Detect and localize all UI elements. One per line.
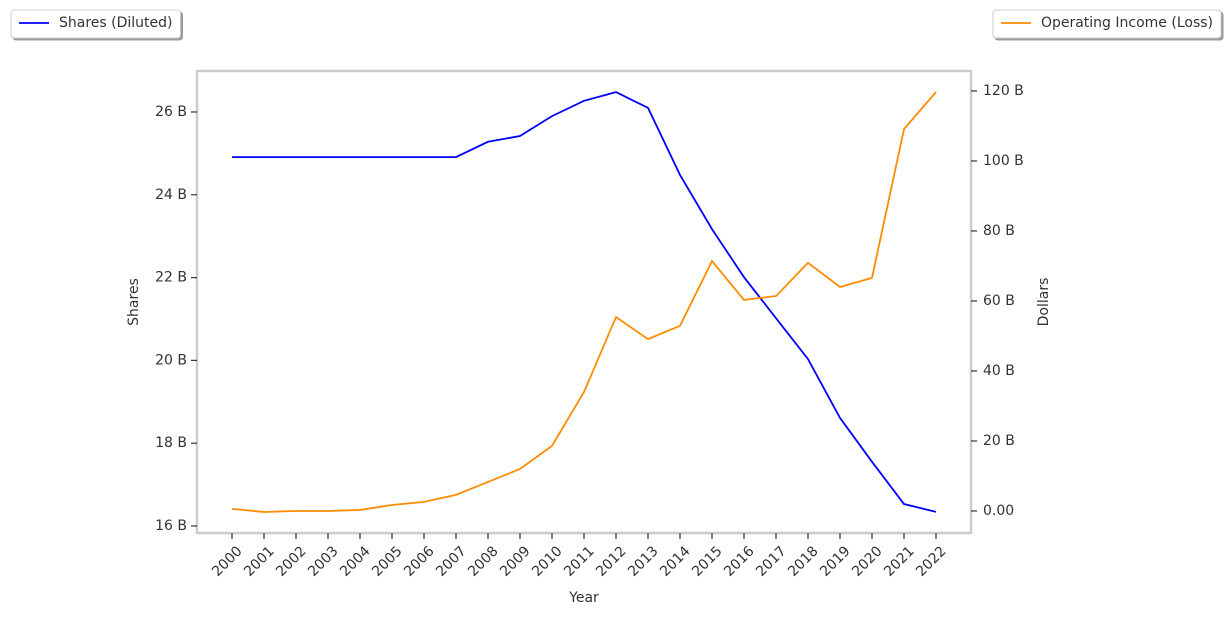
x-tick-label: 2003: [305, 543, 342, 580]
y2-tick-label: 100 B: [983, 153, 1024, 169]
x-tick-label: 2022: [913, 543, 950, 580]
x-tick-label: 2013: [625, 543, 662, 580]
x-tick-label: 2009: [497, 543, 534, 580]
series-line: [231, 91, 937, 513]
y2-tick-label: 40 B: [983, 363, 1015, 379]
x-tick-label: 2000: [209, 543, 246, 580]
x-tick-label: 2021: [881, 543, 918, 580]
x-tick-label: 2016: [721, 543, 758, 580]
legend: Operating Income (Loss): [992, 9, 1222, 39]
x-tick-label: 2007: [433, 543, 470, 580]
legend: Shares (Diluted): [10, 9, 181, 39]
y2-tick-label: 20 B: [983, 433, 1015, 449]
legend-label: Shares (Diluted): [59, 15, 173, 31]
x-tick-label: 2014: [657, 543, 694, 580]
x-tick-label: 2019: [817, 543, 854, 580]
y-tick-label: 22 B: [155, 270, 187, 286]
x-axis-label: Year: [568, 590, 599, 606]
x-tick-label: 2008: [465, 543, 502, 580]
x-tick-label: 2002: [273, 543, 310, 580]
y-tick-label: 24 B: [155, 187, 187, 203]
y2-tick-label: 120 B: [983, 83, 1024, 99]
x-tick-label: 2004: [337, 543, 374, 580]
x-tick-label: 2010: [529, 543, 566, 580]
plot-frame: [195, 69, 973, 535]
legend-label: Operating Income (Loss): [1041, 15, 1213, 31]
x-tick-label: 2018: [785, 543, 822, 580]
series-line: [232, 91, 937, 513]
y-tick-label: 16 B: [155, 518, 187, 534]
x-tick-label: 2011: [561, 543, 598, 580]
y-axis-label: Shares: [126, 278, 142, 326]
y2-axis-label: Dollars: [1036, 278, 1052, 327]
y-tick-label: 18 B: [155, 435, 187, 451]
y2-tick-label: 0.00: [983, 503, 1014, 519]
y2-tick-label: 60 B: [983, 293, 1015, 309]
x-tick-label: 2017: [753, 543, 790, 580]
y-tick-label: 20 B: [155, 352, 187, 368]
y-tick-label: 26 B: [155, 104, 187, 120]
x-tick-label: 2012: [593, 543, 630, 580]
x-tick-label: 2020: [849, 543, 886, 580]
x-tick-label: 2001: [241, 543, 278, 580]
x-tick-label: 2015: [689, 543, 726, 580]
legend-box: [10, 9, 181, 39]
legend-box: [992, 9, 1222, 39]
x-tick-label: 2005: [369, 543, 406, 580]
x-tick-label: 2006: [401, 543, 438, 580]
y2-tick-label: 80 B: [983, 223, 1015, 239]
